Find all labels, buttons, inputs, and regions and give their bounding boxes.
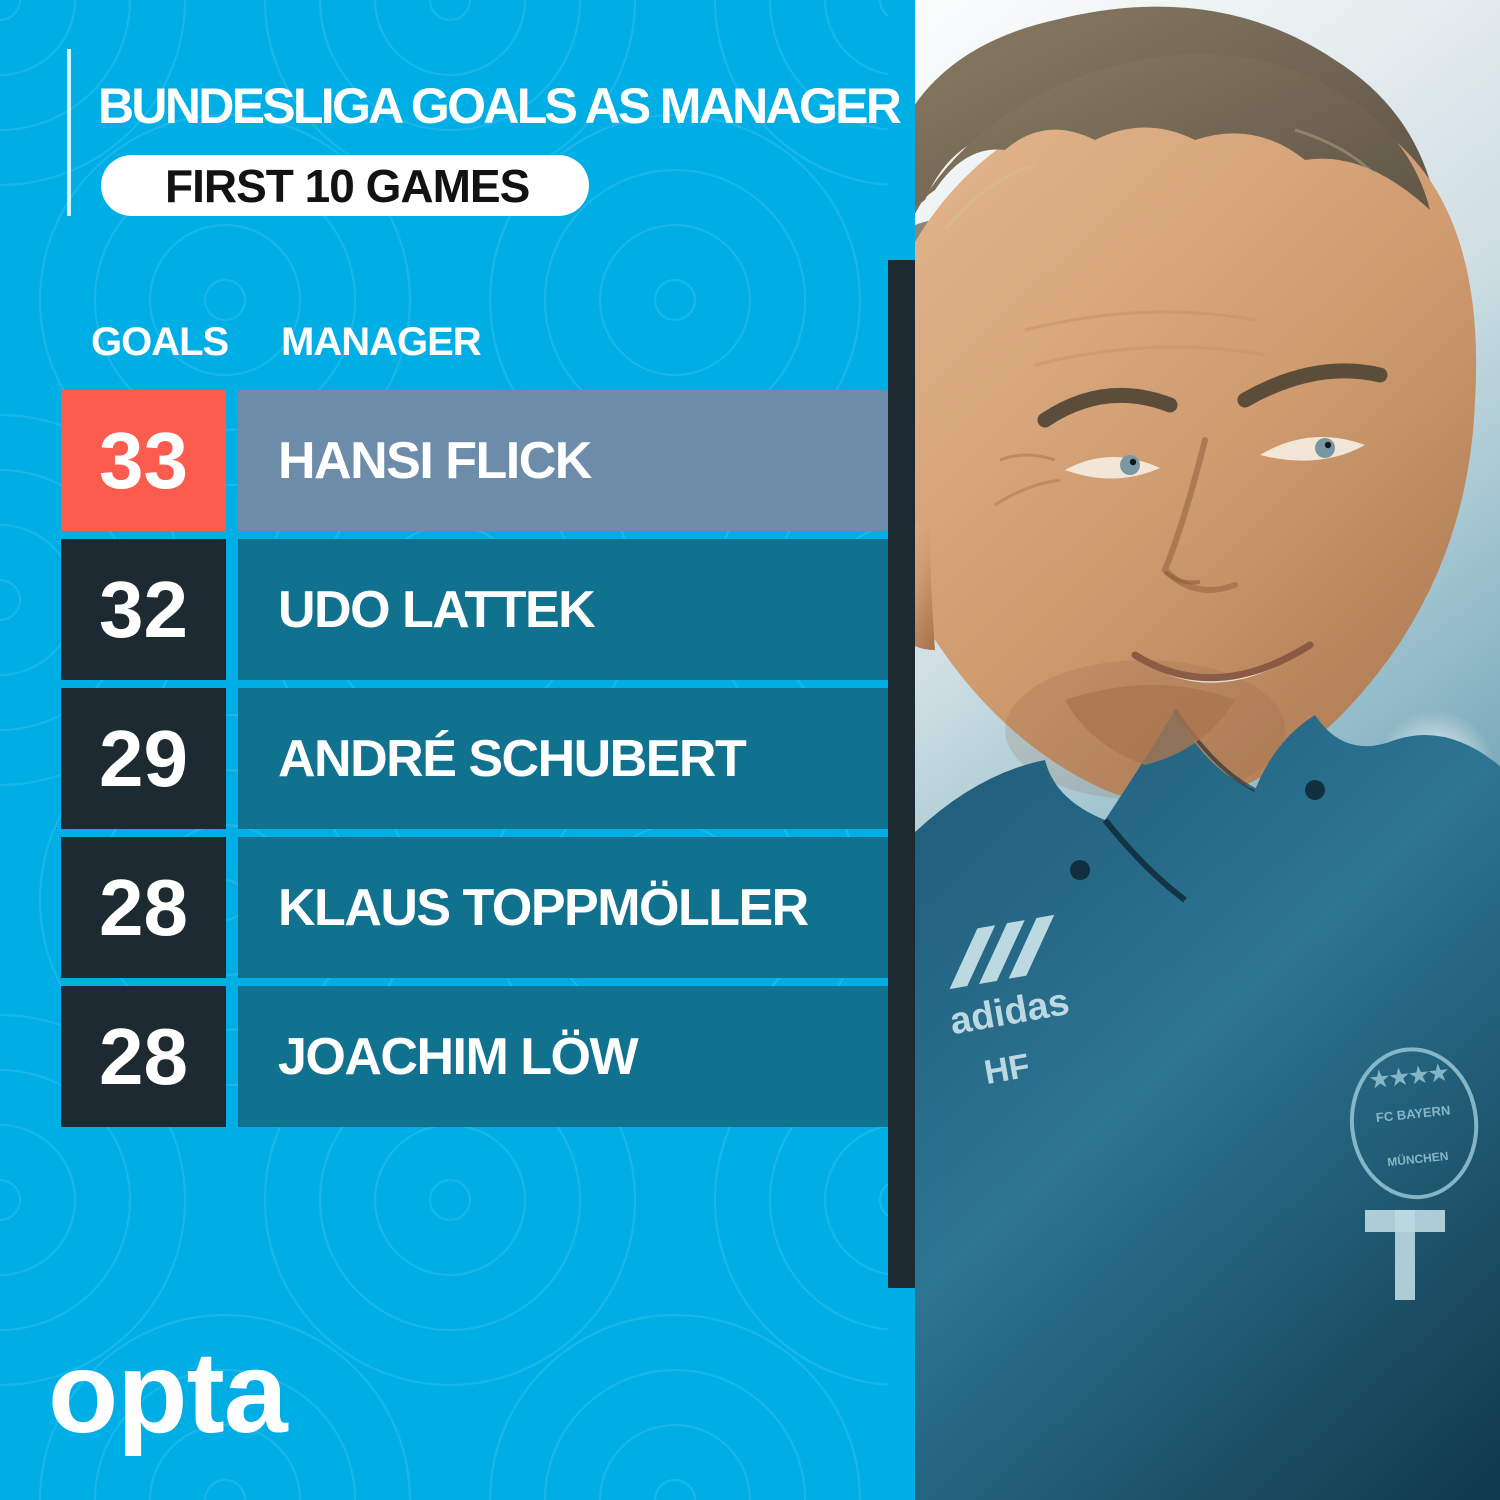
svg-text:HF: HF <box>981 1047 1032 1092</box>
